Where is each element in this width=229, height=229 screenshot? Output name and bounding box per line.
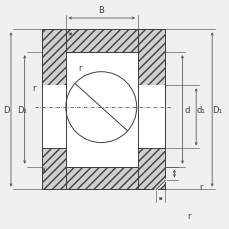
- Text: d: d: [183, 106, 189, 114]
- Text: B: B: [98, 6, 104, 15]
- Bar: [137, 86, 165, 149]
- Bar: [42, 30, 165, 190]
- Bar: [137, 86, 165, 149]
- Text: d₁: d₁: [196, 106, 204, 114]
- Text: r: r: [198, 182, 202, 191]
- Text: D: D: [3, 106, 10, 114]
- Bar: [65, 167, 137, 190]
- Bar: [42, 86, 65, 149]
- Text: D₁: D₁: [211, 106, 221, 114]
- Bar: [42, 30, 165, 190]
- Bar: [42, 86, 65, 149]
- Bar: [65, 30, 137, 53]
- Text: r: r: [187, 211, 190, 220]
- Text: r: r: [32, 84, 35, 93]
- Bar: [65, 53, 137, 167]
- Circle shape: [65, 72, 136, 143]
- Bar: [137, 86, 165, 149]
- Text: D₂: D₂: [17, 106, 27, 114]
- Bar: [42, 86, 65, 149]
- Text: r: r: [77, 63, 81, 72]
